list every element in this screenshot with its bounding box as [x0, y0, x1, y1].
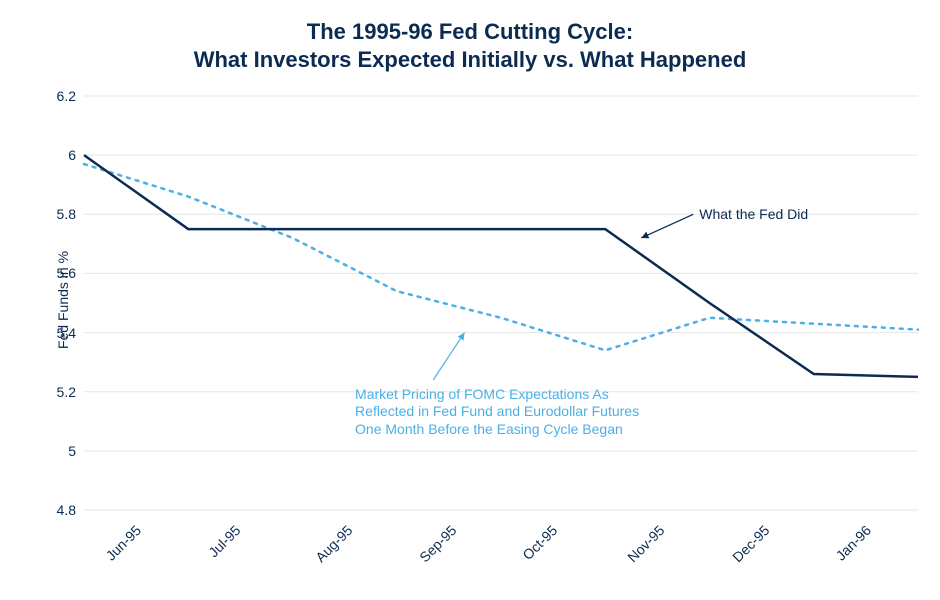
annotation-market-pricing: Market Pricing of FOMC Expectations AsRe…	[355, 386, 639, 439]
annotation-arrow	[433, 333, 464, 380]
y-tick-label: 5.2	[36, 384, 76, 400]
annotation-arrow	[641, 214, 693, 238]
chart-container: The 1995-96 Fed Cutting Cycle: What Inve…	[0, 0, 940, 600]
y-tick-label: 5	[36, 443, 76, 459]
annotation-text-line: Market Pricing of FOMC Expectations As	[355, 386, 639, 404]
line-series	[84, 164, 918, 350]
y-tick-label: 4.8	[36, 502, 76, 518]
y-tick-label: 5.6	[36, 265, 76, 281]
y-tick-label: 5.8	[36, 206, 76, 222]
annotation-text-line: Reflected in Fed Fund and Eurodollar Fut…	[355, 403, 639, 421]
annotation-fed-did: What the Fed Did	[699, 206, 808, 224]
line-series	[84, 155, 918, 377]
y-tick-label: 6	[36, 147, 76, 163]
y-tick-label: 6.2	[36, 88, 76, 104]
plot-area	[0, 0, 940, 600]
annotation-text-line: One Month Before the Easing Cycle Began	[355, 421, 639, 439]
y-tick-label: 5.4	[36, 325, 76, 341]
